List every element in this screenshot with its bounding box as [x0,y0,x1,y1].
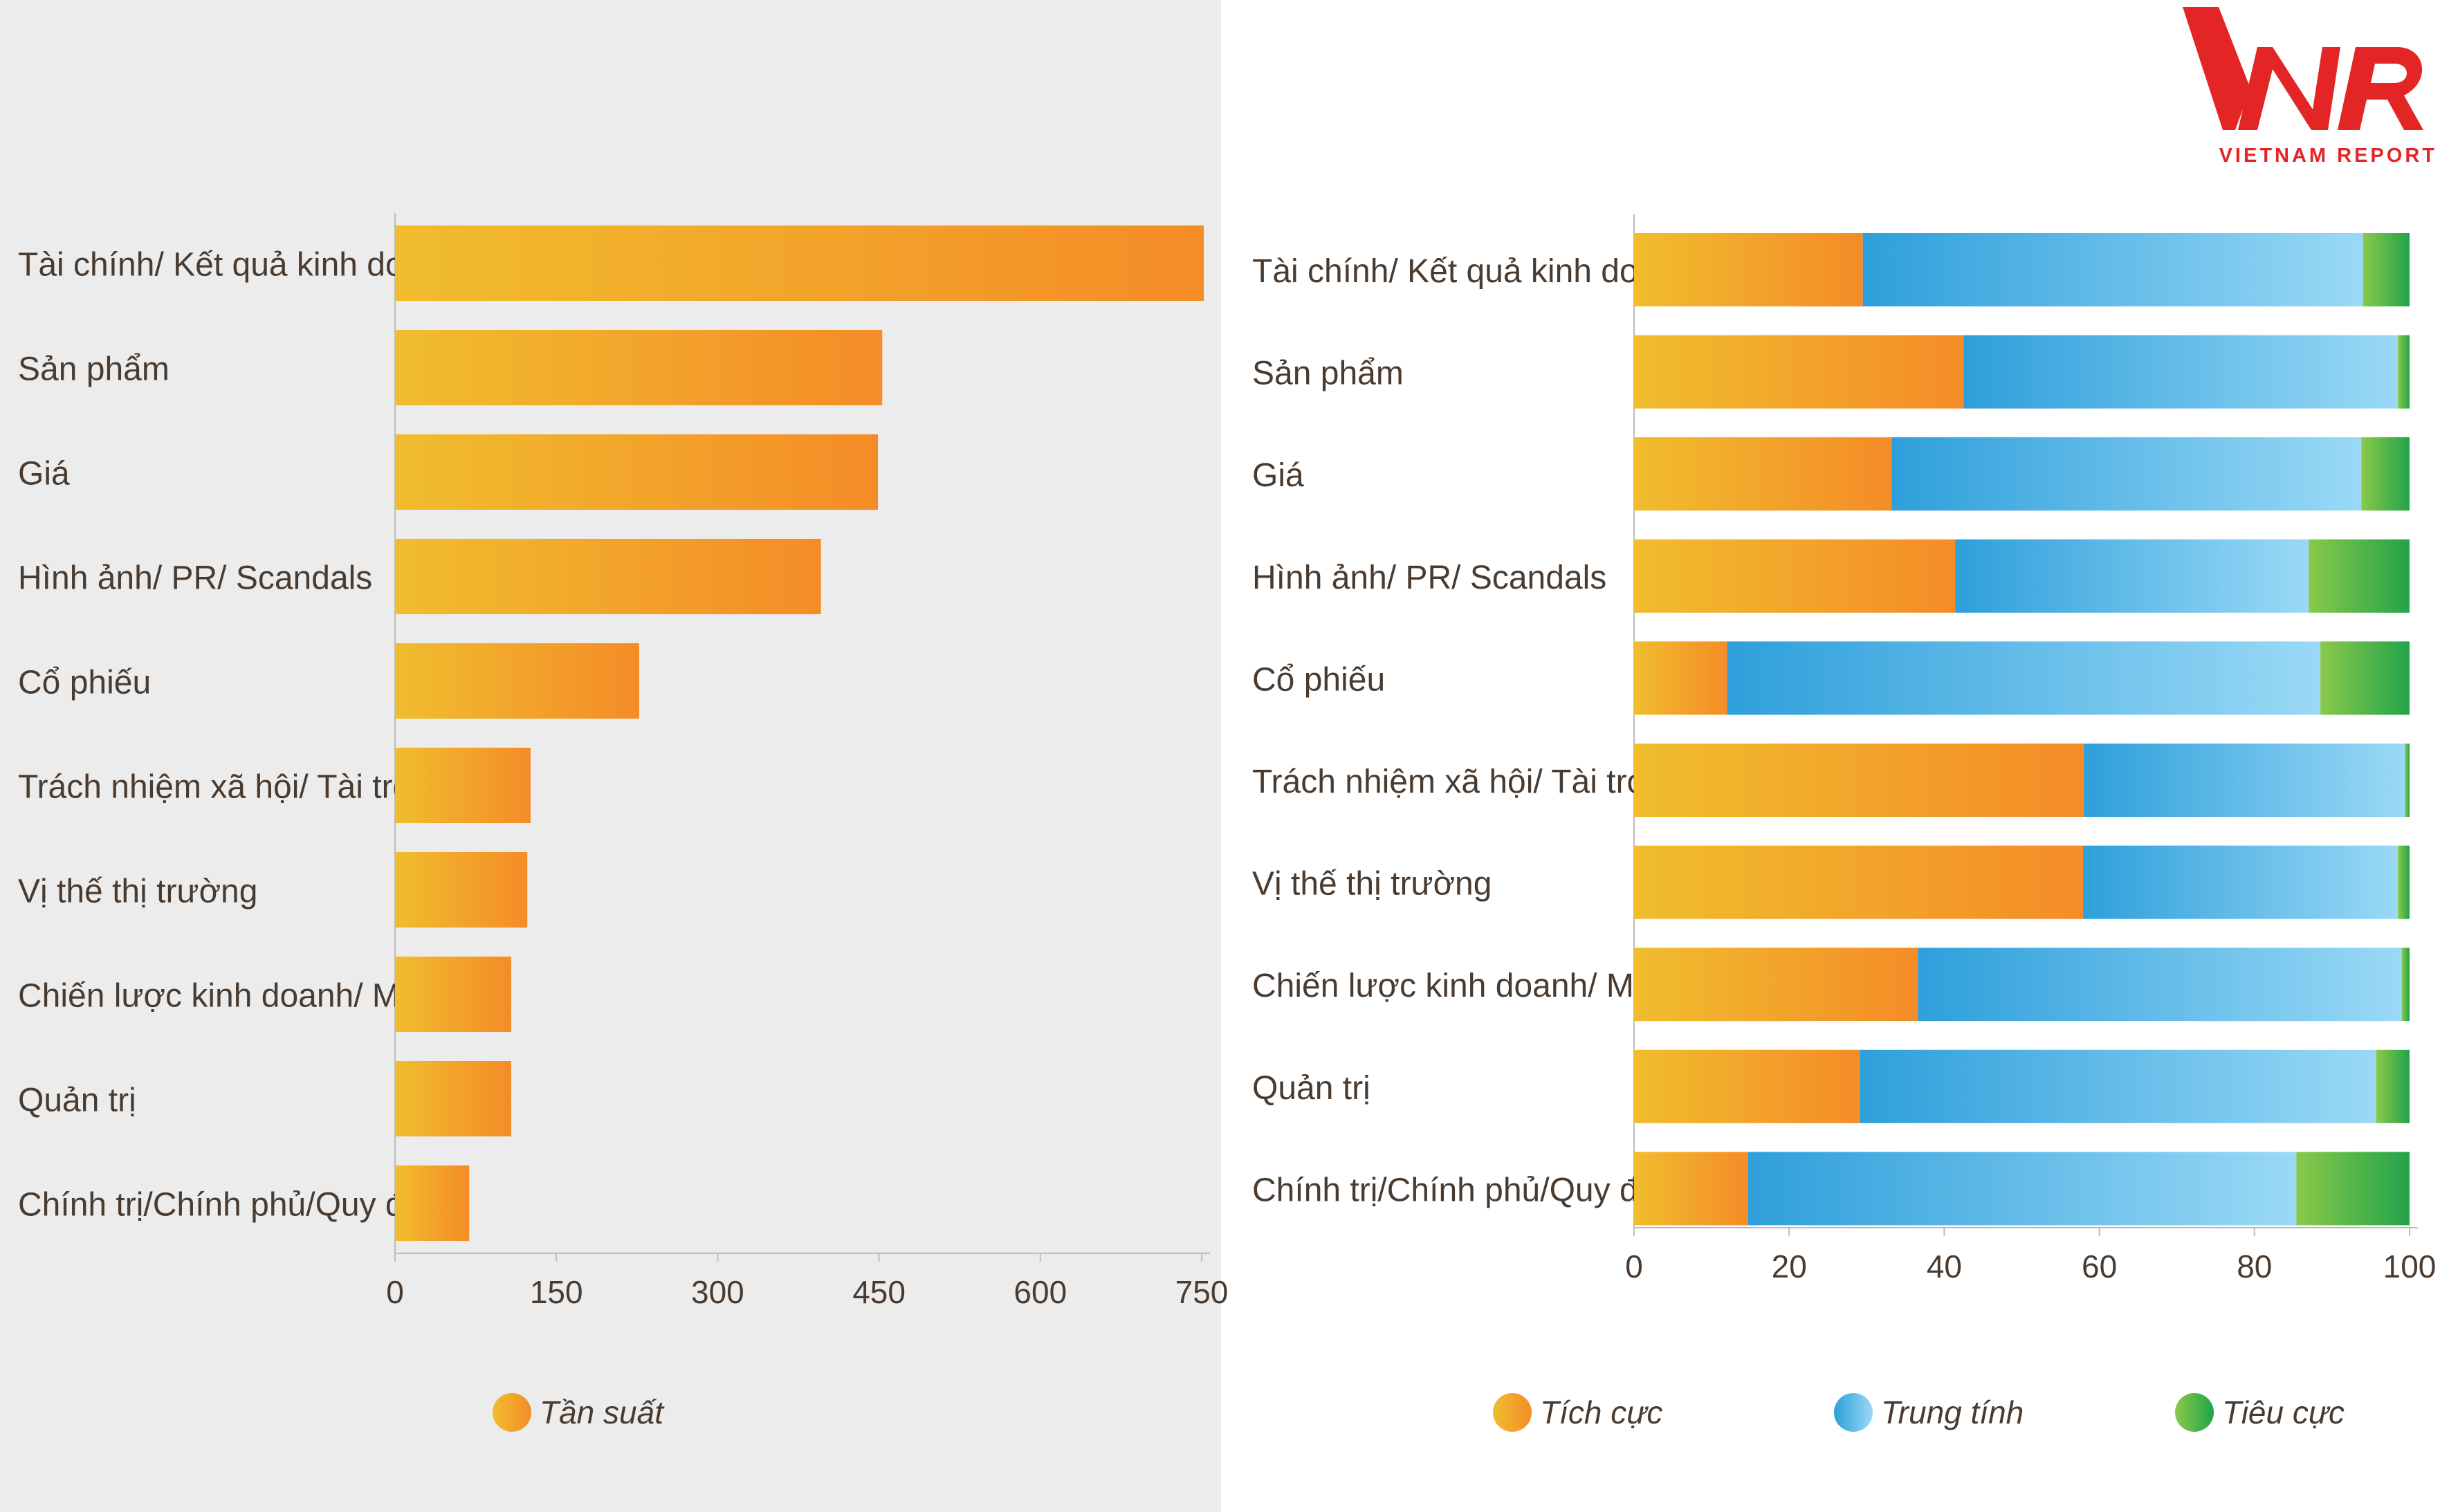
legend-marker-tich-cuc [1493,1393,1532,1432]
bar-tieu-cuc-gia [2361,437,2410,511]
x-tick-label-450: 450 [852,1274,906,1310]
x-tick-label-80: 80 [2237,1248,2272,1284]
legend-marker-tan-suat [493,1393,531,1432]
category-label-hinh-anh-pr-scandals: Hình ảnh/ PR/ Scandals [18,560,372,597]
bar-tan-suat-chinh-tri-chinh-phu-quy-dinh [395,1165,470,1241]
bar-tan-suat-tai-chinh-ket-qua-kinh-doanh [395,225,1204,301]
legend-label-trung-tinh: Trung tính [1881,1394,2024,1430]
vnr-logo-mark [2183,7,2423,130]
bar-tich-cuc-trach-nhiem-xa-hoi-tai-tro [1634,744,2084,817]
bar-tieu-cuc-tai-chinh-ket-qua-kinh-doanh [2363,233,2410,306]
bar-tich-cuc-tai-chinh-ket-qua-kinh-doanh [1634,233,1863,306]
x-tick-label-300: 300 [691,1274,744,1310]
category-label-quan-tri: Quản trị [1252,1070,1370,1107]
category-label-san-pham: Sản phẩm [18,351,169,388]
category-label-vi-the-thi-truong: Vị thế thị trường [18,874,257,910]
legend-label-tieu-cuc: Tiêu cực [2222,1394,2345,1430]
category-label-chinh-tri-chinh-phu-quy-dinh: Chính trị/Chính phủ/Quy định [18,1187,448,1224]
bar-tich-cuc-chinh-tri-chinh-phu-quy-dinh [1634,1152,1748,1226]
category-label-chinh-tri-chinh-phu-quy-dinh: Chính trị/Chính phủ/Quy định [1252,1172,1682,1208]
bar-trung-tinh-vi-the-thi-truong [2083,845,2398,919]
bar-tan-suat-chien-luoc-kinh-doanh-m-a [395,957,511,1032]
category-label-trach-nhiem-xa-hoi-tai-tro: Trách nhiệm xã hội/ Tài trợ [1252,764,1649,800]
category-label-gia: Giá [1252,457,1304,494]
category-label-co-phieu: Cổ phiếu [1252,661,1385,698]
bar-trung-tinh-chien-luoc-kinh-doanh-m-a [1918,948,2402,1022]
bar-tich-cuc-chien-luoc-kinh-doanh-m-a [1634,948,1918,1022]
bar-tieu-cuc-san-pham [2398,335,2410,409]
legend-label-tan-suat: Tần suất [540,1394,665,1430]
bar-tieu-cuc-vi-the-thi-truong [2398,845,2410,919]
bar-tieu-cuc-hinh-anh-pr-scandals [2309,539,2410,613]
bar-tan-suat-vi-the-thi-truong [395,852,528,928]
bar-tich-cuc-gia [1634,437,1892,511]
x-tick-label-20: 20 [1772,1248,1807,1284]
category-label-tai-chinh-ket-qua-kinh-doanh: Tài chính/ Kết quả kinh doanh [1252,253,1694,290]
logo-wordmark: VIETNAM REPORT [2219,145,2437,167]
frequency-chart: 0 150 300 450 600 750 Tài chính/ Kết quả kinh … [18,213,1228,1432]
bar-trung-tinh-quan-tri [1860,1049,2376,1123]
category-label-hinh-anh-pr-scandals: Hình ảnh/ PR/ Scandals [1252,560,1606,596]
x-tick-label-750: 750 [1175,1274,1229,1310]
bar-tieu-cuc-trach-nhiem-xa-hoi-tai-tro [2405,744,2410,817]
bar-tan-suat-co-phieu [395,643,639,719]
x-tick-label-150: 150 [530,1274,583,1310]
x-tick-label-60: 60 [2082,1248,2117,1284]
bar-tan-suat-trach-nhiem-xa-hoi-tai-tro [395,748,531,823]
x-tick-label-600: 600 [1013,1274,1067,1310]
category-label-chien-luoc-kinh-doanh-m-a: Chiến lược kinh doanh/ M&A [18,978,444,1015]
legend-label-tich-cuc: Tích cực [1540,1394,1662,1430]
bar-tieu-cuc-chinh-tri-chinh-phu-quy-dinh [2296,1152,2410,1226]
bar-tan-suat-quan-tri [395,1061,511,1136]
category-label-vi-the-thi-truong: Vị thế thị trường [1252,866,1492,903]
bar-trung-tinh-tai-chinh-ket-qua-kinh-doanh [1862,233,2363,306]
logo-r-shape [2338,47,2423,130]
logo-v-shape [2183,7,2250,130]
logo-n-shape [2238,47,2340,130]
x-tick-label-40: 40 [1927,1248,1962,1284]
category-label-co-phieu: Cổ phiếu [18,665,151,701]
bar-trung-tinh-san-pham [1963,335,2398,409]
bar-tich-cuc-hinh-anh-pr-scandals [1634,539,1956,613]
bar-tan-suat-hinh-anh-pr-scandals [395,539,821,614]
category-label-gia: Giá [18,456,70,492]
bar-tich-cuc-san-pham [1634,335,1964,409]
category-label-trach-nhiem-xa-hoi-tai-tro: Trách nhiệm xã hội/ Tài trợ [18,769,414,806]
category-label-quan-tri: Quản trị [18,1082,136,1119]
category-label-tai-chinh-ket-qua-kinh-doanh: Tài chính/ Kết quả kinh doanh [18,247,459,284]
bar-trung-tinh-co-phieu [1727,641,2321,715]
vietnam-report-logo: VIETNAM REPORT [2183,7,2437,167]
legend-marker-tieu-cuc [2175,1393,2214,1432]
legend-marker-trung-tinh [1834,1393,1873,1432]
bar-tich-cuc-vi-the-thi-truong [1634,845,2084,919]
bar-tieu-cuc-quan-tri [2376,1049,2410,1123]
category-label-san-pham: Sản phẩm [1252,356,1404,392]
x-tick-label-100: 100 [2383,1248,2437,1284]
bar-trung-tinh-chinh-tri-chinh-phu-quy-dinh [1748,1152,2297,1226]
bar-tan-suat-gia [395,434,879,510]
bar-tieu-cuc-co-phieu [2320,641,2410,715]
x-tick-label-0: 0 [1625,1248,1643,1284]
bar-trung-tinh-hinh-anh-pr-scandals [1955,539,2309,613]
category-label-chien-luoc-kinh-doanh-m-a: Chiến lược kinh doanh/ M&A [1252,968,1678,1004]
bar-trung-tinh-gia [1891,437,2362,511]
bar-tich-cuc-quan-tri [1634,1049,1860,1123]
x-tick-label-0: 0 [386,1274,404,1310]
bar-tich-cuc-co-phieu [1634,641,1727,715]
bar-tan-suat-san-pham [395,330,883,405]
bar-trung-tinh-trach-nhiem-xa-hoi-tai-tro [2084,744,2405,817]
sentiment-chart: 0 20 40 60 80 100 Tài chính/ Kết quả kinh doan… [1252,214,2436,1432]
bar-tieu-cuc-chien-luoc-kinh-doanh-m-a [2401,948,2410,1022]
